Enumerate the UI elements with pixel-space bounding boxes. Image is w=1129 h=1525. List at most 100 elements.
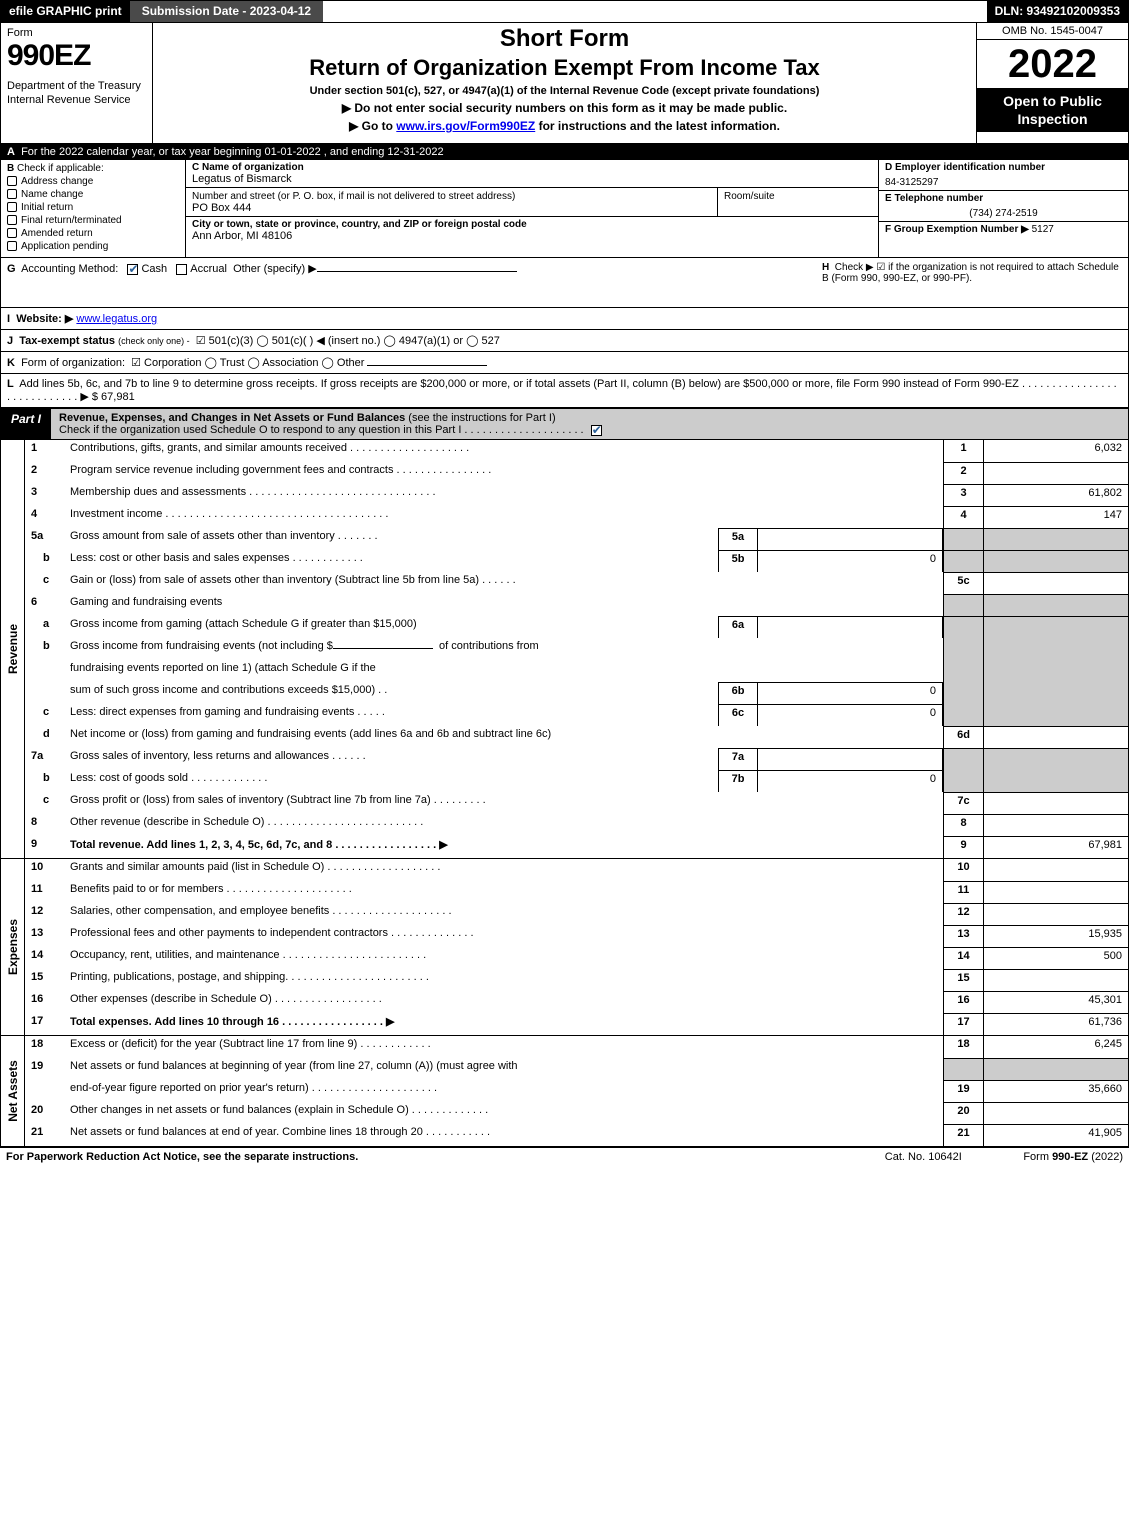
line-desc: Gross sales of inventory, less returns a… bbox=[70, 748, 718, 770]
check-if-applicable: Check if applicable: bbox=[17, 163, 104, 174]
check-application-pending[interactable]: Application pending bbox=[7, 241, 179, 252]
line-desc: Net assets or fund balances at end of ye… bbox=[70, 1124, 943, 1146]
efile-print-label[interactable]: efile GRAPHIC print bbox=[1, 1, 130, 22]
contrib-amt-input[interactable] bbox=[333, 648, 433, 649]
form-subtitle: Under section 501(c), 527, or 4947(a)(1)… bbox=[161, 85, 968, 97]
column-b-checkboxes: B Check if applicable: Address change Na… bbox=[1, 160, 186, 257]
line-desc: Less: cost of goods sold . . . . . . . .… bbox=[70, 770, 718, 792]
line-desc: Net income or (loss) from gaming and fun… bbox=[70, 726, 943, 748]
line-num: 20 bbox=[25, 1102, 70, 1124]
line-17: 17Total expenses. Add lines 10 through 1… bbox=[25, 1013, 1128, 1035]
line-num: 7a bbox=[25, 748, 70, 770]
line-amount-shade bbox=[983, 748, 1128, 770]
line-amount bbox=[983, 572, 1128, 594]
row-l-amount: 67,981 bbox=[101, 391, 135, 403]
line-desc: Other expenses (describe in Schedule O) … bbox=[70, 991, 943, 1013]
line-ref: 8 bbox=[943, 814, 983, 836]
mini-amount: 0 bbox=[758, 770, 943, 792]
other-specify-input[interactable] bbox=[317, 271, 517, 272]
line-ref: 2 bbox=[943, 462, 983, 484]
line-19-1: 19Net assets or fund balances at beginni… bbox=[25, 1058, 1128, 1080]
line-amount-shade bbox=[983, 660, 1128, 682]
line-desc: end-of-year figure reported on prior yea… bbox=[70, 1080, 943, 1102]
line-amount: 6,245 bbox=[983, 1036, 1128, 1058]
org-name-value: Legatus of Bismarck bbox=[192, 173, 292, 185]
topbar: efile GRAPHIC print Submission Date - 20… bbox=[1, 1, 1128, 23]
mini-ref: 5b bbox=[718, 550, 758, 572]
line-15: 15Printing, publications, postage, and s… bbox=[25, 969, 1128, 991]
tax-exempt-options[interactable]: ☑ 501(c)(3) ◯ 501(c)( ) ◀ (insert no.) ◯… bbox=[196, 335, 500, 347]
checkbox-cash[interactable] bbox=[127, 264, 138, 275]
row-g-h: H Check ▶ ☑ if the organization is not r… bbox=[1, 258, 1128, 308]
line-ref: 10 bbox=[943, 859, 983, 881]
revenue-lines: 1Contributions, gifts, grants, and simil… bbox=[25, 440, 1128, 858]
check-address-change[interactable]: Address change bbox=[7, 176, 179, 187]
other-org-input[interactable] bbox=[367, 365, 487, 366]
line-amount-shade bbox=[983, 638, 1128, 660]
line-amount-shade bbox=[983, 704, 1128, 726]
line-ref-shade bbox=[943, 682, 983, 704]
letter-l: L bbox=[7, 378, 14, 390]
revenue-label: Revenue bbox=[6, 624, 20, 674]
part-1-title: Revenue, Expenses, and Changes in Net As… bbox=[51, 409, 1128, 439]
ein-label: D Employer identification number bbox=[879, 160, 1128, 175]
line-num: 18 bbox=[25, 1036, 70, 1058]
line-desc: Occupancy, rent, utilities, and maintena… bbox=[70, 947, 943, 969]
checkbox-icon bbox=[7, 202, 17, 212]
line-num: 12 bbox=[25, 903, 70, 925]
room-block: Room/suite bbox=[718, 188, 878, 216]
line-ref: 5c bbox=[943, 572, 983, 594]
checkbox-accrual[interactable] bbox=[176, 264, 187, 275]
check-amended-return[interactable]: Amended return bbox=[7, 228, 179, 239]
line-7c: cGross profit or (loss) from sales of in… bbox=[25, 792, 1128, 814]
line-5c: cGain or (loss) from sale of assets othe… bbox=[25, 572, 1128, 594]
check-final-return[interactable]: Final return/terminated bbox=[7, 215, 179, 226]
schedule-o-checkbox[interactable] bbox=[591, 425, 602, 436]
line-desc: Gross profit or (loss) from sales of inv… bbox=[70, 792, 943, 814]
line-desc: Gaming and fundraising events bbox=[70, 594, 943, 616]
netassets-sidebar: Net Assets bbox=[1, 1036, 25, 1146]
row-l: L Add lines 5b, 6c, and 7b to line 9 to … bbox=[1, 374, 1128, 408]
checkbox-icon bbox=[7, 228, 17, 238]
line-amount-shade bbox=[983, 1058, 1128, 1080]
check-only-one: (check only one) - bbox=[118, 336, 190, 346]
line-6c: cLess: direct expenses from gaming and f… bbox=[25, 704, 1128, 726]
form-of-org-options[interactable]: ☑ Corporation ◯ Trust ◯ Association ◯ Ot… bbox=[131, 357, 364, 369]
line-amount: 6,032 bbox=[983, 440, 1128, 462]
check-initial-return[interactable]: Initial return bbox=[7, 202, 179, 213]
line-ref: 14 bbox=[943, 947, 983, 969]
checkbox-icon bbox=[7, 189, 17, 199]
website-link[interactable]: www.legatus.org bbox=[76, 313, 157, 325]
header-right: OMB No. 1545-0047 2022 Open to Public In… bbox=[976, 23, 1128, 143]
mini-ref: 7a bbox=[718, 748, 758, 770]
instruct-goto-post: for instructions and the latest informat… bbox=[535, 119, 780, 133]
open-to-public-badge: Open to Public Inspection bbox=[977, 88, 1128, 132]
line-12: 12Salaries, other compensation, and empl… bbox=[25, 903, 1128, 925]
form-990ez-page: efile GRAPHIC print Submission Date - 20… bbox=[0, 0, 1129, 1148]
line-amount-shade bbox=[983, 594, 1128, 616]
mini-ref: 6b bbox=[718, 682, 758, 704]
part-1-title-paren: (see the instructions for Part I) bbox=[408, 412, 555, 424]
check-name-change[interactable]: Name change bbox=[7, 189, 179, 200]
line-amount bbox=[983, 881, 1128, 903]
line-20: 20Other changes in net assets or fund ba… bbox=[25, 1102, 1128, 1124]
line-desc: Professional fees and other payments to … bbox=[70, 925, 943, 947]
line-ref: 1 bbox=[943, 440, 983, 462]
letter-g: G bbox=[7, 263, 16, 275]
line-9: 9Total revenue. Add lines 1, 2, 3, 4, 5c… bbox=[25, 836, 1128, 858]
line-ref: 17 bbox=[943, 1013, 983, 1035]
line-ref: 3 bbox=[943, 484, 983, 506]
irs-link[interactable]: www.irs.gov/Form990EZ bbox=[396, 119, 535, 133]
line-6: 6Gaming and fundraising events bbox=[25, 594, 1128, 616]
line-1: 1Contributions, gifts, grants, and simil… bbox=[25, 440, 1128, 462]
f-label-text: F Group Exemption Number ▶ bbox=[885, 224, 1029, 235]
line-desc: sum of such gross income and contributio… bbox=[70, 682, 718, 704]
street-value: PO Box 444 bbox=[192, 202, 251, 214]
line-desc: Grants and similar amounts paid (list in… bbox=[70, 859, 943, 881]
check-label: Address change bbox=[21, 176, 93, 187]
mini-amount: 0 bbox=[758, 550, 943, 572]
line-desc: Net assets or fund balances at beginning… bbox=[70, 1058, 943, 1080]
part-1-header: Part I Revenue, Expenses, and Changes in… bbox=[1, 408, 1128, 440]
line-num: b bbox=[25, 638, 70, 660]
mini-amount bbox=[758, 616, 943, 638]
